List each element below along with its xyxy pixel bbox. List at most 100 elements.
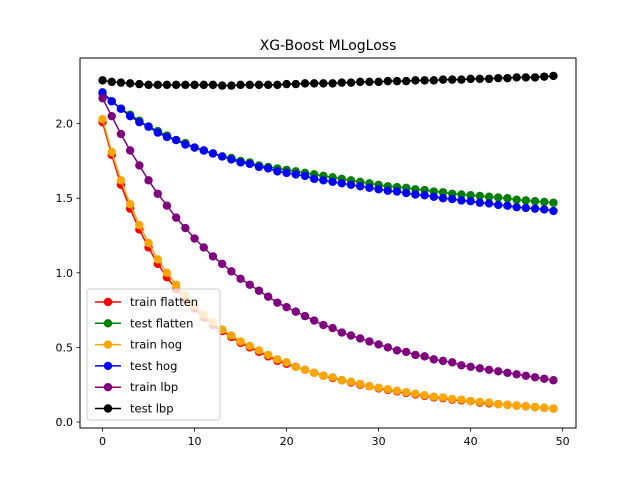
data-point — [171, 280, 181, 289]
data-point — [356, 379, 365, 389]
data-point — [144, 80, 153, 90]
data-point — [245, 159, 254, 169]
data-point — [346, 180, 356, 190]
data-point — [420, 390, 429, 400]
data-point — [217, 152, 227, 161]
data-point — [374, 340, 383, 349]
chart-title: XG-Boost MLogLoss — [260, 38, 397, 54]
data-point — [549, 404, 558, 413]
data-point — [236, 158, 245, 167]
data-point — [365, 183, 374, 192]
data-point — [549, 198, 558, 207]
data-point — [263, 164, 273, 173]
data-point — [135, 117, 144, 127]
data-point — [448, 358, 457, 367]
y-axis: 0.0 0.5 1.0 1.5 2.0 — [56, 118, 80, 429]
data-point — [98, 94, 107, 103]
data-point — [521, 371, 531, 380]
data-point — [98, 76, 107, 85]
data-point — [484, 398, 494, 407]
data-point — [484, 365, 494, 375]
data-point — [411, 350, 420, 360]
legend-label: train hog — [130, 338, 182, 352]
data-point — [190, 143, 199, 152]
data-point — [300, 171, 310, 181]
data-point — [512, 73, 521, 82]
data-point — [512, 370, 521, 379]
data-point — [503, 400, 512, 410]
data-point — [383, 76, 393, 86]
data-point — [429, 392, 439, 401]
data-point — [540, 205, 549, 214]
data-point — [337, 376, 347, 385]
data-point — [135, 79, 144, 89]
series-test-hog — [98, 88, 558, 216]
data-point — [144, 238, 153, 248]
legend-item: test hog — [95, 359, 177, 373]
data-point — [107, 97, 116, 106]
data-point — [254, 80, 264, 90]
data-point — [245, 341, 254, 351]
data-point — [300, 79, 310, 88]
data-point — [199, 146, 208, 155]
data-point — [291, 79, 300, 89]
y-tick-label: 1.0 — [56, 267, 74, 280]
data-point — [411, 190, 420, 199]
data-point — [374, 383, 383, 392]
data-point — [438, 393, 448, 402]
data-point — [475, 397, 485, 407]
data-point — [346, 377, 356, 386]
data-point — [208, 252, 218, 261]
data-point — [181, 223, 190, 233]
x-tick-label: 50 — [556, 435, 570, 448]
data-point — [383, 186, 393, 195]
data-point — [521, 203, 531, 213]
data-point — [208, 149, 218, 158]
data-point — [236, 80, 245, 90]
data-point — [530, 73, 540, 82]
data-point — [494, 73, 503, 83]
data-point — [530, 197, 540, 206]
data-point — [227, 331, 236, 340]
data-point — [227, 155, 236, 164]
data-point — [503, 201, 512, 210]
data-point — [346, 78, 356, 87]
data-point — [181, 140, 190, 149]
data-point — [171, 213, 181, 222]
data-point — [448, 394, 457, 404]
data-point — [512, 202, 521, 212]
data-point — [466, 74, 475, 84]
y-tick-label: 0.5 — [56, 341, 74, 354]
data-point — [273, 167, 282, 176]
data-point — [125, 146, 135, 155]
legend: train flatten test flatten train hog test h… — [86, 288, 221, 421]
data-point — [438, 194, 448, 203]
data-point — [236, 274, 245, 284]
data-point — [282, 79, 291, 89]
data-point — [530, 373, 540, 382]
data-point — [503, 368, 512, 377]
data-point — [291, 307, 300, 316]
data-point — [98, 88, 107, 97]
data-point — [291, 362, 300, 372]
legend-item: train hog — [95, 338, 182, 352]
series-line — [102, 91, 554, 212]
legend-label: train flatten — [130, 295, 198, 309]
data-point — [263, 292, 273, 301]
data-point — [457, 190, 466, 199]
data-point — [438, 75, 448, 84]
series-test-flatten — [98, 89, 558, 207]
data-point — [300, 311, 310, 321]
legend-marker — [103, 383, 113, 392]
data-point — [273, 298, 282, 307]
data-point — [153, 128, 162, 137]
data-point — [107, 77, 116, 87]
data-point — [457, 75, 466, 84]
data-point — [162, 132, 172, 142]
data-point — [328, 373, 337, 382]
data-point — [116, 104, 126, 113]
data-point — [328, 79, 337, 88]
x-axis: 0 10 20 30 40 50 — [99, 428, 570, 448]
data-point — [199, 243, 208, 252]
data-point — [171, 80, 181, 90]
